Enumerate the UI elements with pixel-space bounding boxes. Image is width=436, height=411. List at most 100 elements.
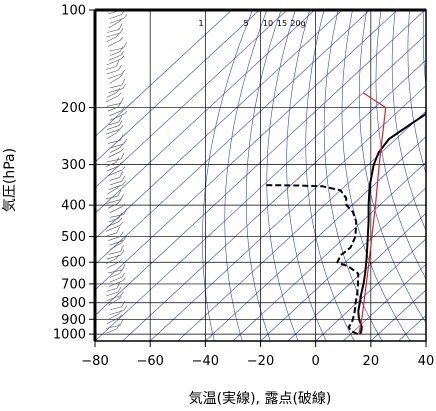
isotherm-line — [122, 59, 426, 341]
wind-barb — [108, 54, 121, 61]
wind-barb — [106, 165, 119, 172]
isotherm-line — [343, 263, 426, 341]
wind-barb-flag — [122, 180, 126, 185]
isotherm-line — [95, 10, 233, 138]
wind-barb-flag — [123, 41, 127, 49]
y-tick-label: 200 — [61, 101, 86, 116]
wind-barb-flag — [115, 60, 120, 67]
wind-barb-flag — [121, 69, 126, 74]
wind-barb-flag — [118, 212, 122, 219]
wind-barb-flag — [121, 272, 126, 278]
wind-barb — [108, 88, 123, 93]
wind-barb-flag — [121, 78, 126, 86]
wind-barb — [108, 202, 119, 209]
wind-barb-flag — [119, 231, 124, 237]
wind-barb — [106, 132, 117, 140]
wind-barb — [109, 177, 120, 181]
wind-barb-flag — [120, 51, 125, 56]
x-tick-label: 20 — [363, 354, 380, 369]
wind-barb-flag — [121, 166, 126, 171]
wind-barb — [106, 125, 120, 130]
wind-barb — [109, 14, 122, 19]
wind-barb-flag — [122, 83, 127, 89]
isotherm-line — [315, 238, 426, 341]
wind-barb — [109, 147, 121, 153]
wind-barb — [108, 280, 123, 288]
wind-barb-flag — [119, 37, 124, 41]
wind-barb — [109, 143, 124, 149]
wind-barb — [106, 328, 117, 334]
wind-barb — [107, 29, 120, 33]
wind-barb-flag — [118, 115, 123, 123]
wind-barb-flag — [119, 143, 124, 148]
wind-barb-flag — [123, 14, 128, 19]
y-tick-label: 900 — [61, 313, 86, 328]
wind-barb-flag — [123, 111, 128, 115]
temperature-profile-line — [357, 110, 426, 335]
wind-barb — [106, 158, 122, 163]
wind-barb-flag — [118, 296, 122, 300]
x-tick-label: −20 — [247, 354, 274, 369]
wind-barb-flag — [116, 88, 121, 93]
mixing-ratio-label: 1 — [198, 19, 203, 28]
x-axis-ticks: −80 −60 −40 −20 0 20 40 — [81, 341, 434, 369]
isotherm-line — [232, 161, 426, 341]
wind-barb-flag — [122, 277, 126, 281]
wind-barb-flag — [120, 291, 124, 296]
isotherm-line — [95, 10, 398, 291]
wind-barb — [109, 273, 120, 278]
wind-barb — [106, 317, 119, 325]
dry-adiabat-line — [245, 10, 282, 341]
dry-adiabat-line — [202, 10, 253, 341]
x-tick-label: 0 — [312, 354, 320, 369]
wind-barb-flag — [121, 106, 125, 111]
wind-barb — [109, 214, 124, 218]
dry-adiabat-line — [375, 10, 426, 280]
wind-barb — [105, 225, 121, 232]
wind-barb-flag — [120, 148, 124, 152]
wind-barb — [107, 73, 123, 80]
wind-barb — [105, 32, 121, 38]
wind-barb — [109, 306, 122, 311]
wind-barb — [105, 95, 119, 103]
isotherm-line — [425, 340, 426, 341]
y-tick-label: 500 — [61, 230, 86, 245]
y-axis-title: 気圧(hPa) — [2, 148, 18, 212]
dry-adiabat-line — [391, 10, 426, 232]
y-tick-label: 700 — [61, 277, 86, 292]
dry-adiabat-line — [266, 10, 299, 341]
wind-barb-flag — [117, 198, 122, 204]
wind-barb — [106, 288, 117, 292]
dewpoint-profile-line — [263, 184, 360, 335]
wind-barb-flag — [118, 162, 122, 167]
dry-adiabat-line — [407, 10, 426, 175]
isotherm-line — [287, 212, 426, 341]
wind-barb — [106, 36, 117, 43]
wind-barb-flag — [123, 138, 127, 145]
wind-barb-flag — [118, 23, 123, 30]
wind-barb — [108, 21, 120, 29]
wind-barb — [106, 295, 121, 301]
wind-barb-flag — [115, 254, 120, 259]
y-tick-label: 800 — [61, 296, 86, 311]
mixing-ratio-label: 10 — [263, 19, 273, 28]
wind-barbs — [105, 10, 128, 334]
wind-barb — [108, 313, 119, 320]
wind-barb — [109, 276, 122, 283]
wind-barb-flag — [118, 18, 123, 23]
wind-barb — [108, 236, 121, 241]
isotherm-line — [95, 10, 370, 265]
wind-barb-flag — [118, 309, 122, 315]
wind-barb — [109, 243, 121, 251]
mixing-ratio-label: 15 — [277, 19, 287, 28]
wind-barb — [108, 151, 121, 158]
y-tick-label: 300 — [61, 158, 86, 173]
y-tick-label: 1000 — [53, 328, 86, 343]
wind-barb-flag — [119, 319, 124, 326]
isotherm-line — [95, 10, 260, 163]
isotherm-line — [95, 34, 426, 341]
x-axis-title: 気温(実線), 露点(破線) — [189, 391, 332, 407]
mixing-ratio-label: 5 — [243, 19, 248, 28]
wind-barb-flag — [116, 323, 120, 330]
